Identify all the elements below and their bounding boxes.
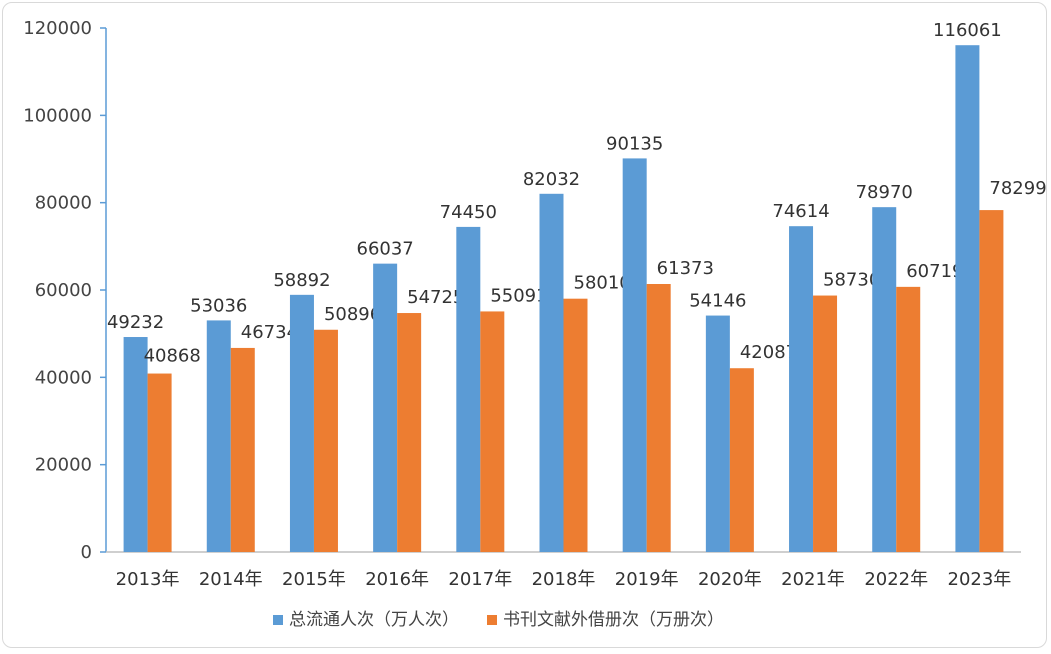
data-label: 40868 bbox=[144, 346, 201, 367]
x-tick-label: 2022年 bbox=[864, 569, 928, 590]
x-tick-label: 2016年 bbox=[365, 569, 429, 590]
data-label: 50896 bbox=[324, 304, 381, 325]
data-label: 58730 bbox=[823, 270, 880, 291]
bar-total-circulation bbox=[789, 226, 814, 552]
bar-book-lending bbox=[480, 311, 505, 552]
bar-book-lending bbox=[230, 347, 255, 552]
bar-total-circulation bbox=[123, 337, 148, 552]
bar-total-circulation bbox=[872, 207, 897, 552]
x-tick-label: 2017年 bbox=[448, 569, 512, 590]
y-tick-label: 0 bbox=[81, 542, 92, 563]
data-label: 54725 bbox=[407, 287, 464, 308]
data-label: 78970 bbox=[856, 182, 913, 203]
bar-total-circulation bbox=[373, 263, 398, 552]
bar-book-lending bbox=[563, 298, 588, 552]
y-tick-label: 40000 bbox=[35, 367, 92, 388]
y-tick-label: 100000 bbox=[23, 105, 92, 126]
y-tick-label: 120000 bbox=[23, 18, 92, 39]
data-label: 74614 bbox=[772, 201, 829, 222]
bar-book-lending bbox=[313, 329, 338, 552]
bar-book-lending bbox=[646, 284, 671, 552]
x-tick-label: 2019年 bbox=[615, 569, 679, 590]
bar-book-lending bbox=[397, 313, 422, 552]
data-label: 116061 bbox=[933, 20, 1002, 41]
bar-chart: 0 20000 40000 60000 80000 100000 120000 49232 40… bbox=[23, 18, 1046, 630]
y-tick-label: 80000 bbox=[35, 193, 92, 214]
data-label: 90135 bbox=[606, 133, 663, 154]
data-label: 55091 bbox=[490, 285, 547, 306]
data-label: 58892 bbox=[273, 270, 330, 291]
y-tick-label: 60000 bbox=[35, 280, 92, 301]
legend-label-book-lending: 书刊文献外借册次（万册次） bbox=[503, 610, 724, 630]
bar-book-lending bbox=[813, 295, 838, 552]
bar-book-lending bbox=[147, 373, 172, 552]
data-label: 66037 bbox=[357, 239, 414, 260]
x-tick-label: 2013年 bbox=[116, 569, 180, 590]
bar-total-circulation bbox=[705, 315, 730, 552]
data-label: 49232 bbox=[107, 312, 164, 333]
x-tick-label: 2023年 bbox=[948, 569, 1012, 590]
data-label: 46734 bbox=[241, 322, 298, 343]
bar-book-lending bbox=[896, 286, 921, 552]
legend-swatch-total-circulation bbox=[273, 615, 283, 625]
data-label: 58010 bbox=[574, 273, 631, 294]
bar-total-circulation bbox=[622, 158, 647, 552]
x-tick-label: 2015年 bbox=[282, 569, 346, 590]
bar-total-circulation bbox=[955, 45, 980, 553]
data-label: 78299 bbox=[989, 178, 1046, 199]
data-label: 82032 bbox=[523, 169, 580, 190]
data-label: 54146 bbox=[689, 291, 746, 312]
data-label: 60719 bbox=[906, 261, 963, 282]
bar-total-circulation bbox=[206, 320, 231, 552]
legend-label-total-circulation: 总流通人次（万人次） bbox=[289, 610, 459, 630]
x-tick-label: 2014年 bbox=[199, 569, 263, 590]
bar-book-lending bbox=[729, 368, 754, 552]
data-label: 42087 bbox=[740, 342, 797, 363]
data-label: 74450 bbox=[440, 202, 497, 223]
data-label: 53036 bbox=[190, 295, 247, 316]
x-tick-label: 2018年 bbox=[532, 569, 596, 590]
bar-total-circulation bbox=[456, 226, 481, 552]
x-tick-label: 2020年 bbox=[698, 569, 762, 590]
bar-total-circulation bbox=[539, 193, 564, 553]
x-tick-label: 2021年 bbox=[781, 569, 845, 590]
bar-total-circulation bbox=[289, 294, 314, 552]
legend-swatch-book-lending bbox=[487, 615, 497, 625]
data-label: 61373 bbox=[657, 258, 714, 279]
y-tick-label: 20000 bbox=[35, 455, 92, 476]
bar-book-lending bbox=[979, 210, 1004, 552]
